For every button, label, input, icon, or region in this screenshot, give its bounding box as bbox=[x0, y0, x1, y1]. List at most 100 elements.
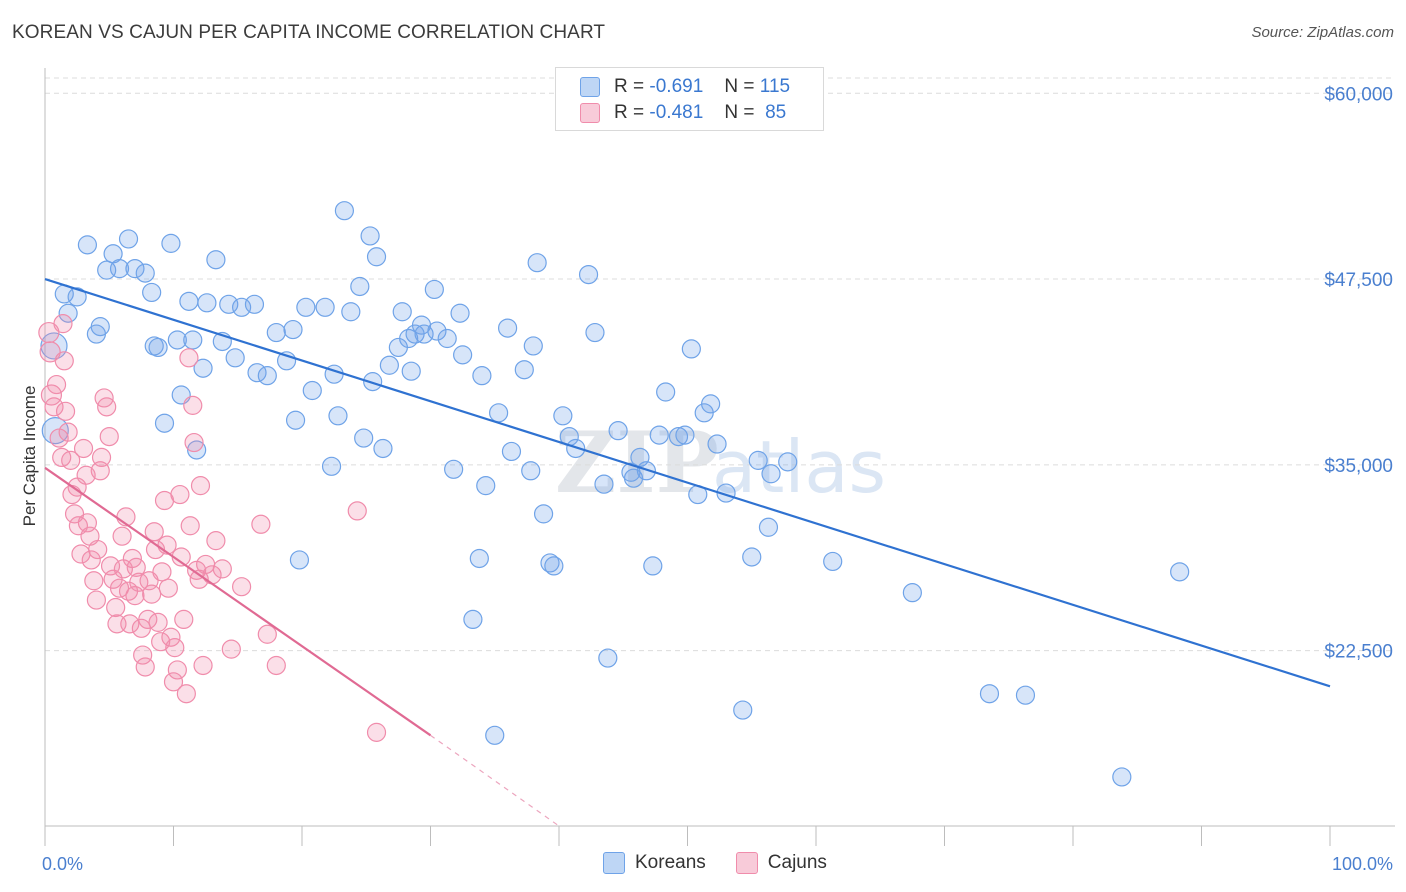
cajun-point bbox=[84, 571, 104, 591]
korean-point bbox=[373, 438, 393, 459]
cajun-point bbox=[129, 572, 149, 592]
korean-point bbox=[427, 321, 447, 341]
cajun-point bbox=[206, 531, 226, 551]
legend-swatch-koreans bbox=[580, 77, 600, 97]
korean-point bbox=[463, 609, 483, 630]
korean-point bbox=[649, 425, 669, 445]
korean-point bbox=[514, 360, 534, 380]
korean-point bbox=[578, 264, 599, 285]
legend-r-value: -0.691 bbox=[649, 76, 704, 97]
korean-point bbox=[668, 426, 689, 447]
legend-r-label: R = bbox=[614, 102, 645, 123]
cajun-point bbox=[58, 422, 78, 442]
korean-point bbox=[489, 403, 509, 423]
cajun-point bbox=[170, 484, 190, 505]
korean-point bbox=[748, 450, 768, 470]
legend-n-label: N = bbox=[724, 76, 755, 97]
korean-point bbox=[118, 229, 139, 249]
legend-swatch-koreans bbox=[603, 852, 625, 874]
cajun-point bbox=[126, 557, 146, 577]
korean-point bbox=[823, 551, 843, 572]
korean-point bbox=[585, 322, 605, 343]
korean-point bbox=[656, 382, 676, 402]
korean-point bbox=[643, 556, 663, 576]
korean-point bbox=[161, 233, 181, 253]
cajun-point bbox=[73, 438, 94, 459]
korean-point bbox=[334, 201, 355, 221]
cajun-point bbox=[183, 395, 203, 415]
data-points bbox=[38, 201, 1190, 787]
korean-point bbox=[244, 294, 265, 314]
legend-row-koreans: R = -0.691 N = 115 bbox=[580, 75, 790, 99]
y-tick-label: $35,000 bbox=[1324, 456, 1393, 477]
cajun-point bbox=[91, 447, 112, 468]
korean-point bbox=[193, 358, 213, 378]
cajun-point bbox=[151, 632, 171, 652]
tick-labels: $22,500 $35,000 $47,500 $60,000 0.0% 100.0% Pe… bbox=[20, 84, 1393, 874]
korean-point bbox=[902, 583, 922, 603]
legend-r-label: R = bbox=[614, 76, 645, 97]
korean-point bbox=[90, 317, 110, 337]
korean-point bbox=[758, 517, 779, 537]
korean-point bbox=[1015, 685, 1036, 705]
korean-point bbox=[77, 235, 98, 255]
korean-point bbox=[1170, 562, 1190, 582]
korean-point bbox=[761, 464, 781, 484]
cajun-point bbox=[266, 655, 286, 676]
cajun-point bbox=[54, 351, 74, 371]
korean-point bbox=[733, 700, 753, 720]
legend-label-cajuns: Cajuns bbox=[767, 852, 827, 873]
cajun-point bbox=[251, 514, 271, 534]
korean-point bbox=[521, 461, 541, 481]
korean-point bbox=[533, 504, 554, 524]
korean-point bbox=[523, 336, 543, 356]
y-tick-label: $47,500 bbox=[1324, 270, 1393, 291]
cajun-point bbox=[40, 384, 63, 406]
watermark-atlas: atlas bbox=[712, 425, 886, 509]
cajun-point bbox=[133, 645, 153, 665]
cajun-point bbox=[86, 590, 107, 610]
cajun-point bbox=[193, 655, 213, 676]
korean-point bbox=[444, 459, 464, 479]
legend-item-koreans: Koreans bbox=[603, 852, 706, 874]
korean-point bbox=[498, 318, 518, 338]
korean-point bbox=[707, 434, 727, 454]
cajun-point bbox=[152, 562, 172, 582]
cajun-point bbox=[55, 401, 76, 421]
korean-point bbox=[296, 297, 316, 317]
cajun-point bbox=[366, 722, 387, 742]
korean-point bbox=[450, 303, 470, 323]
trend-lines bbox=[44, 278, 1331, 827]
legend-label-koreans: Koreans bbox=[635, 852, 706, 873]
korean-point bbox=[453, 345, 473, 365]
korean-point bbox=[135, 263, 155, 283]
cajun-trend-extension bbox=[430, 734, 560, 827]
korean-point bbox=[598, 648, 618, 668]
korean-point bbox=[350, 276, 370, 297]
cajun-point bbox=[61, 450, 81, 470]
korean-point bbox=[109, 259, 130, 279]
korean-point bbox=[142, 282, 162, 303]
korean-point bbox=[283, 319, 303, 340]
cajun-point bbox=[180, 516, 200, 536]
cajun-point bbox=[347, 501, 367, 521]
cajun-point bbox=[179, 348, 199, 368]
legend-item-cajuns: Cajuns bbox=[735, 852, 827, 874]
korean-point bbox=[289, 550, 310, 570]
korean-point bbox=[179, 291, 199, 311]
korean-point bbox=[183, 330, 203, 350]
cajun-point bbox=[174, 609, 194, 630]
cajun-point bbox=[106, 597, 126, 618]
cajun-point bbox=[53, 314, 73, 334]
korean-point bbox=[527, 253, 547, 273]
korean-point bbox=[742, 547, 762, 567]
korean-point bbox=[675, 425, 695, 445]
korean-point bbox=[341, 302, 361, 322]
korean-point bbox=[379, 355, 399, 375]
cajun-point bbox=[190, 476, 211, 496]
korean-point bbox=[315, 297, 335, 317]
cajun-point bbox=[76, 465, 96, 485]
stats-legend: R = -0.691 N = 115 R = -0.481 N = 85 bbox=[555, 67, 824, 131]
cajun-point bbox=[163, 672, 184, 692]
korean-point bbox=[257, 366, 277, 386]
